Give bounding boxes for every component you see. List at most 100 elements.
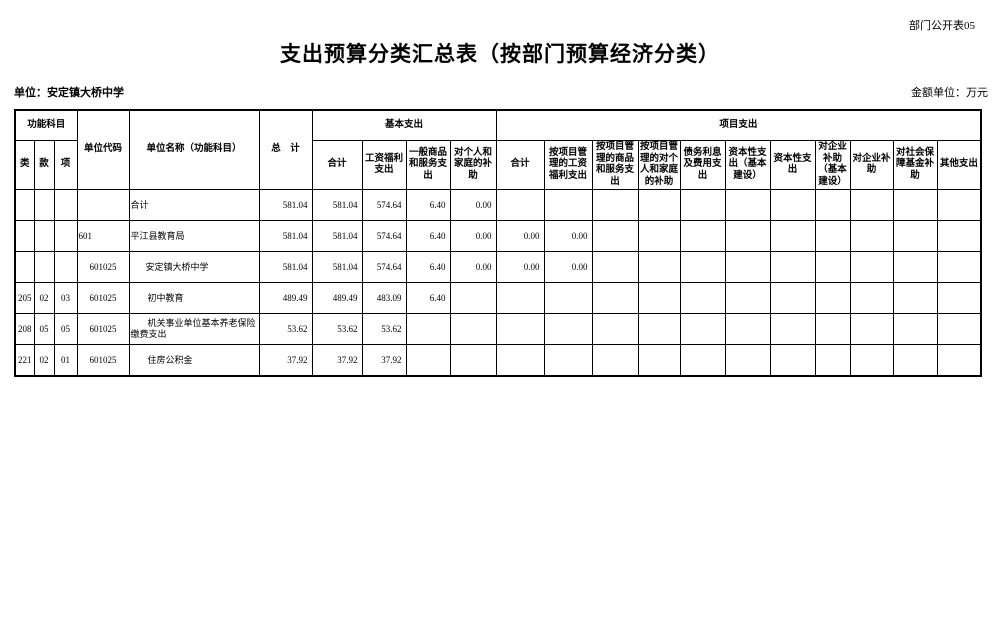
value-cell: [637, 282, 681, 315]
value-cell: [769, 344, 816, 377]
func-class-cell: 208: [14, 313, 35, 346]
value-cell: 483.09: [361, 282, 407, 315]
header-capital-construction: 资本性支出（基本建设）: [724, 139, 771, 191]
table-row: 601 平江县教育局 581.04 581.04 574.64 6.40 0.00 0.00 0…: [14, 220, 982, 253]
func-item-cell: [53, 220, 78, 253]
value-cell: [849, 313, 894, 346]
value-cell: [724, 313, 771, 346]
value-cell: 53.62: [258, 313, 313, 346]
func-section-cell: 02: [33, 282, 55, 315]
value-cell: [591, 251, 639, 284]
value-cell: 489.49: [311, 282, 363, 315]
value-cell: 0.00: [449, 251, 497, 284]
value-cell: 581.04: [311, 220, 363, 253]
value-cell: [724, 189, 771, 222]
value-cell: [591, 344, 639, 377]
value-cell: [936, 189, 982, 222]
header-project-individual: 按项目管理的对个人和家庭的补助: [637, 139, 681, 191]
func-item-cell: [53, 189, 78, 222]
value-cell: [892, 344, 938, 377]
header-group-row: 功能科目 单位代码 单位名称（功能科目） 总 计 基本支出 项目支出: [14, 109, 982, 191]
unit-code-cell: 601025: [76, 344, 130, 377]
value-cell: 6.40: [405, 251, 451, 284]
value-cell: [724, 344, 771, 377]
value-cell: 581.04: [258, 189, 313, 222]
value-cell: [591, 220, 639, 253]
value-cell: [637, 313, 681, 346]
table-body: 合计 581.04 581.04 574.64 6.40 0.00 601 平江县教育局 581…: [14, 189, 982, 377]
value-cell: [936, 220, 982, 253]
value-cell: [679, 251, 726, 284]
unit-code-cell: 601025: [76, 282, 130, 315]
value-cell: 37.92: [258, 344, 313, 377]
value-cell: [769, 189, 816, 222]
value-cell: [814, 344, 851, 377]
value-cell: [814, 189, 851, 222]
value-cell: [495, 313, 545, 346]
func-item-cell: 03: [53, 282, 78, 315]
value-cell: [892, 251, 938, 284]
value-cell: 0.00: [449, 189, 497, 222]
value-cell: 0.00: [449, 220, 497, 253]
value-cell: 0.00: [495, 251, 545, 284]
unit-code-cell: 601025: [76, 313, 130, 346]
value-cell: [849, 220, 894, 253]
value-cell: [405, 313, 451, 346]
value-cell: [591, 313, 639, 346]
value-cell: 53.62: [311, 313, 363, 346]
value-cell: [495, 344, 545, 377]
value-cell: [449, 313, 497, 346]
value-cell: 489.49: [258, 282, 313, 315]
header-basic-goods: 一般商品和服务支出: [405, 139, 451, 191]
header-basic-wages: 工资福利支出: [361, 139, 407, 191]
value-cell: [814, 313, 851, 346]
func-item-cell: 01: [53, 344, 78, 377]
value-cell: [892, 282, 938, 315]
header-other-expenditure: 其他支出: [936, 139, 982, 191]
value-cell: [495, 282, 545, 315]
value-cell: [936, 282, 982, 315]
form-number-label: 部门公开表05: [909, 20, 975, 32]
header-social-security-subsidy: 对社会保障基金补助: [892, 139, 938, 191]
header-basic-group: 基本支出: [311, 109, 497, 141]
value-cell: [679, 282, 726, 315]
value-cell: [637, 189, 681, 222]
value-cell: [679, 220, 726, 253]
header-enterprise-subsidy-construction: 对企业补助（基本建设）: [814, 139, 851, 191]
value-cell: [679, 344, 726, 377]
value-cell: 6.40: [405, 282, 451, 315]
func-section-cell: 02: [33, 344, 55, 377]
value-cell: [769, 220, 816, 253]
header-func-subject: 功能科目: [14, 109, 78, 141]
value-cell: [724, 251, 771, 284]
value-cell: [637, 220, 681, 253]
table-row: 205 02 03 601025 初中教育 489.49 489.49 483.09 6.40: [14, 282, 982, 315]
unit-name-cell: 机关事业单位基本养老保险缴费支出: [128, 313, 260, 346]
header-basic-individual: 对个人和家庭的补助: [449, 139, 497, 191]
value-cell: [814, 251, 851, 284]
value-cell: [814, 220, 851, 253]
func-item-cell: 05: [53, 313, 78, 346]
value-cell: [405, 344, 451, 377]
value-cell: [637, 251, 681, 284]
value-cell: [936, 313, 982, 346]
value-cell: [591, 282, 639, 315]
value-cell: 574.64: [361, 220, 407, 253]
func-class-cell: 205: [14, 282, 35, 315]
func-item-cell: [53, 251, 78, 284]
value-cell: [543, 313, 593, 346]
header-func-item: 项: [53, 139, 78, 191]
value-cell: [543, 189, 593, 222]
value-cell: [769, 313, 816, 346]
value-cell: 0.00: [495, 220, 545, 253]
value-cell: [849, 189, 894, 222]
value-cell: 37.92: [311, 344, 363, 377]
func-section-cell: [33, 189, 55, 222]
meta-row: 单位：安定镇大桥中学 金额单位：万元: [14, 84, 988, 100]
header-capital: 资本性支出: [769, 139, 816, 191]
value-cell: [892, 220, 938, 253]
value-cell: [724, 220, 771, 253]
func-section-cell: 05: [33, 313, 55, 346]
value-cell: 581.04: [311, 189, 363, 222]
value-cell: [892, 189, 938, 222]
